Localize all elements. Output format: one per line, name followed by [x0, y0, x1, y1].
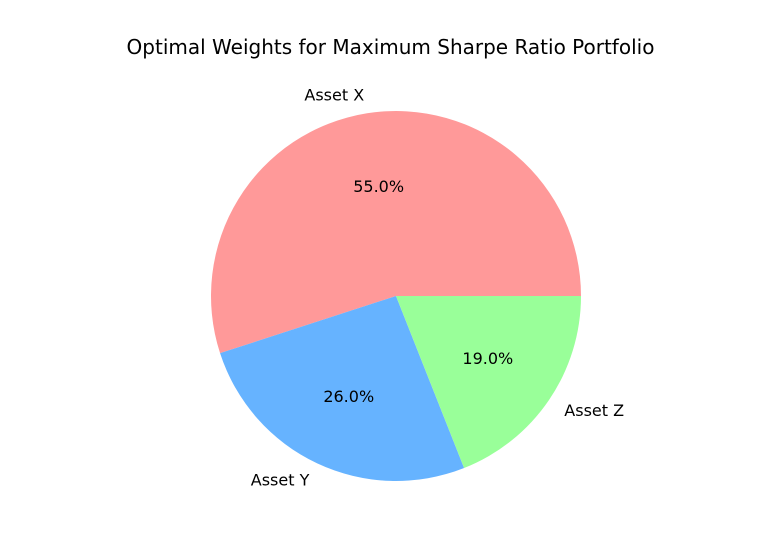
slice-category-label: Asset X — [304, 86, 364, 105]
slice-percent-label: 55.0% — [353, 177, 404, 196]
slice-category-label: Asset Y — [251, 471, 310, 490]
pie-slice-asset-y — [220, 296, 465, 482]
pie-slice-asset-z — [396, 296, 581, 469]
pie-slice-asset-x — [211, 110, 582, 354]
slice-category-label: Asset Z — [564, 401, 624, 420]
slice-percent-label: 19.0% — [462, 349, 513, 368]
slice-percent-label: 26.0% — [323, 387, 374, 406]
chart-title: Optimal Weights for Maximum Sharpe Ratio… — [126, 35, 655, 59]
